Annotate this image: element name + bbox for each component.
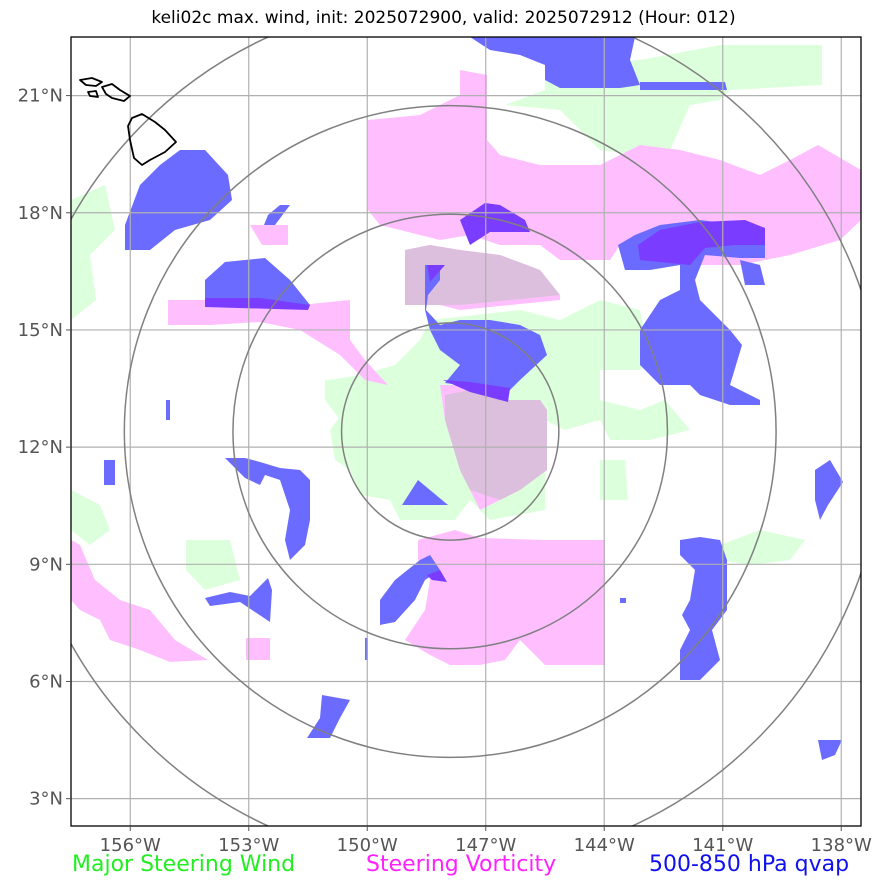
x-tick-label: 156°W <box>100 835 161 856</box>
x-tick-label: 153°W <box>218 835 279 856</box>
legend-steering-wind: Major Steering Wind <box>72 852 296 877</box>
range-ring <box>340 322 560 541</box>
y-tick-label: 6°N <box>29 671 63 692</box>
y-tick-label: 3°N <box>29 789 63 810</box>
x-tick-label: 147°W <box>455 835 516 856</box>
x-axis-ticks: 156°W 153°W 150°W 147°W 144°W 141°W 138°W <box>100 826 872 856</box>
legend-qvap: 500-850 hPa qvap <box>649 852 850 877</box>
maui-island <box>101 83 131 102</box>
map-title: keli02c max. wind, init: 2025072900, val… <box>151 8 736 28</box>
qvap-strong-shading <box>205 203 765 582</box>
y-tick-label: 15°N <box>18 320 63 341</box>
hawaii-coastline <box>79 77 177 166</box>
x-tick-label: 144°W <box>574 835 635 856</box>
x-tick-label: 150°W <box>337 835 398 856</box>
overlap-shading <box>405 245 560 500</box>
range-ring <box>123 104 777 759</box>
map-plot-area <box>71 37 861 826</box>
range-ring <box>232 213 669 650</box>
legend-steering-vorticity: Steering Vorticity <box>366 852 557 877</box>
y-tick-label: 9°N <box>29 554 63 575</box>
x-tick-label: 141°W <box>692 835 753 856</box>
graticule <box>71 37 861 826</box>
map-frame <box>70 36 862 827</box>
x-tick-label: 138°W <box>811 835 872 856</box>
big-island <box>127 113 177 166</box>
y-tick-label: 18°N <box>18 203 63 224</box>
y-axis-ticks: 3°N 6°N 9°N 12°N 15°N 18°N 21°N <box>18 86 71 810</box>
y-tick-label: 12°N <box>18 437 63 458</box>
oahu-island <box>87 90 99 98</box>
kauai-island <box>79 77 103 87</box>
y-tick-label: 21°N <box>18 86 63 107</box>
range-rings <box>71 37 861 826</box>
